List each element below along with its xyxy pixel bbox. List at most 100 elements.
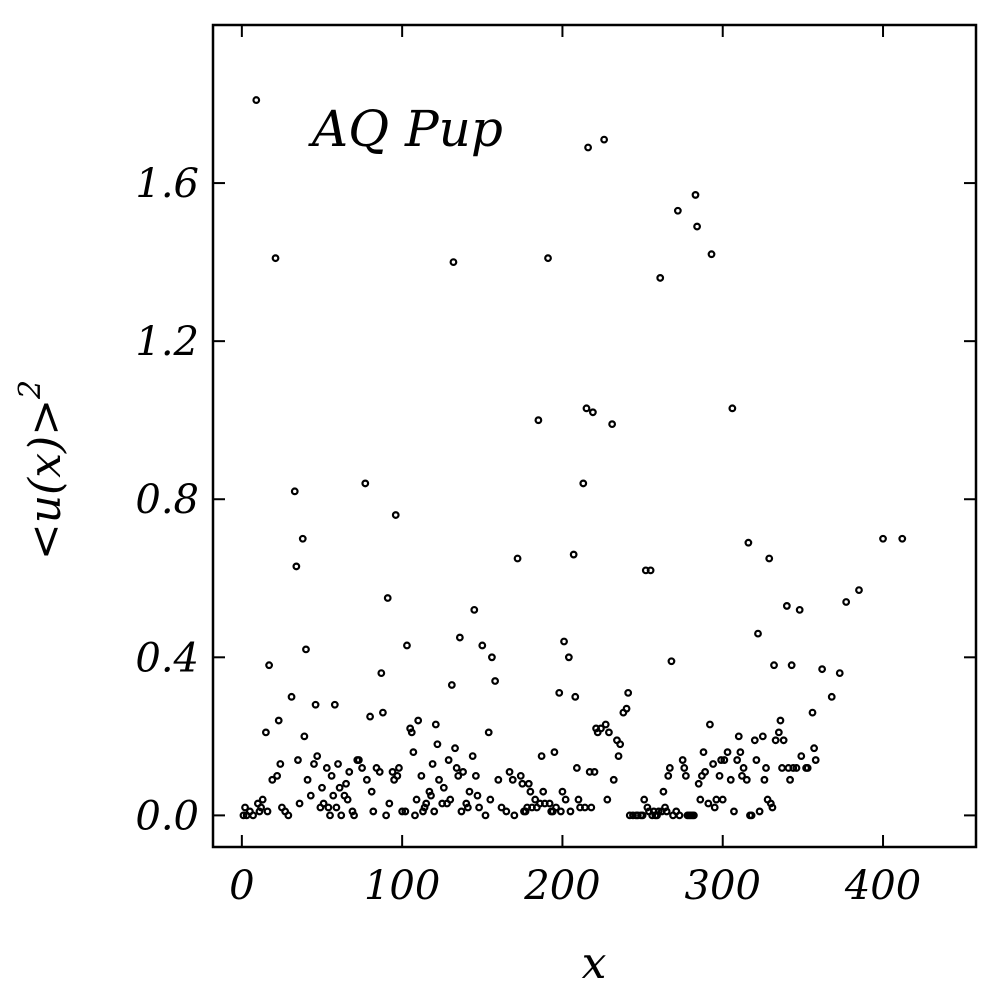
- data-point: [516, 771, 525, 780]
- data-point: [699, 748, 708, 757]
- data-point: [502, 807, 511, 816]
- data-point: [439, 783, 448, 792]
- data-point: [545, 799, 554, 808]
- data-point: [726, 775, 735, 784]
- data-point: [709, 760, 718, 768]
- data-point: [471, 771, 480, 780]
- data-point: [330, 700, 339, 709]
- data-point: [715, 771, 724, 780]
- data-point: [343, 795, 352, 804]
- y-axis-title-superscript: 2: [13, 380, 48, 400]
- data-point: [792, 764, 801, 772]
- data-point: [401, 807, 410, 816]
- data-point: [879, 534, 887, 543]
- data-point: [428, 760, 437, 768]
- data-point: [430, 807, 439, 816]
- data-point: [855, 586, 863, 595]
- data-point: [451, 744, 459, 753]
- data-point: [412, 795, 421, 804]
- data-point: [318, 783, 326, 792]
- data-point: [332, 803, 341, 812]
- data-point: [484, 728, 493, 737]
- data-point: [797, 752, 806, 761]
- y-axis-title: <u(x)>2: [13, 380, 71, 560]
- data-point: [268, 775, 277, 784]
- data-point: [571, 692, 580, 701]
- data-point: [710, 803, 719, 812]
- data-point: [414, 716, 423, 725]
- data-point: [771, 736, 780, 745]
- data-point: [776, 716, 785, 725]
- data-point: [754, 629, 762, 638]
- data-point: [587, 803, 596, 812]
- data-point: [319, 799, 328, 808]
- data-point: [334, 760, 342, 768]
- data-point: [422, 799, 431, 808]
- y-tick-label: 1.6: [135, 161, 199, 207]
- data-point: [782, 602, 791, 610]
- y-tick-label: 0.0: [135, 793, 199, 839]
- data-point: [311, 700, 320, 709]
- data-point: [720, 756, 729, 764]
- data-point: [393, 771, 402, 780]
- data-point: [544, 254, 552, 263]
- data-point: [564, 653, 573, 662]
- data-point: [694, 779, 703, 788]
- data-point: [608, 420, 617, 429]
- data-point: [263, 807, 272, 816]
- data-point: [457, 807, 466, 816]
- data-point: [747, 811, 756, 820]
- data-point: [395, 764, 403, 772]
- data-point: [329, 791, 338, 800]
- data-point: [481, 811, 490, 820]
- svg-text:<u(x)>2: <u(x)>2: [13, 380, 71, 560]
- data-point: [558, 787, 567, 796]
- data-point: [345, 768, 354, 776]
- data-point: [680, 764, 689, 772]
- data-point: [730, 807, 738, 816]
- data-point: [779, 736, 788, 745]
- data-point: [261, 728, 270, 737]
- data-point: [569, 550, 578, 559]
- data-point: [552, 803, 560, 812]
- data-point: [665, 764, 674, 772]
- data-point: [601, 720, 610, 729]
- data-point: [691, 191, 700, 199]
- data-point: [300, 732, 309, 741]
- data-point: [383, 594, 392, 602]
- data-point: [379, 708, 387, 717]
- data-point: [835, 669, 844, 678]
- data-point: [306, 791, 315, 800]
- y-tick-label: 1.2: [135, 319, 199, 365]
- data-point: [667, 657, 676, 666]
- data-point: [377, 669, 386, 678]
- data-point: [435, 775, 443, 784]
- data-point: [531, 795, 540, 804]
- data-point: [361, 479, 370, 488]
- data-point: [842, 598, 851, 606]
- data-point: [508, 775, 517, 784]
- data-point: [534, 416, 543, 425]
- data-point: [689, 811, 698, 820]
- data-point: [468, 752, 477, 761]
- data-point: [518, 779, 527, 788]
- data-point: [739, 764, 748, 772]
- data-point: [292, 562, 301, 571]
- data-point: [600, 135, 609, 144]
- data-point: [646, 566, 655, 575]
- data-point: [382, 811, 391, 820]
- data-point: [494, 775, 503, 784]
- chart-annotation: AQ Pup: [308, 100, 503, 158]
- data-point: [717, 756, 726, 764]
- data-point: [786, 775, 794, 784]
- data-point: [409, 748, 418, 757]
- data-point: [572, 764, 581, 772]
- data-point: [241, 803, 249, 812]
- data-point: [362, 775, 371, 784]
- data-point: [789, 764, 798, 772]
- data-point: [303, 775, 312, 784]
- data-point: [337, 811, 346, 820]
- data-point: [678, 756, 687, 764]
- data-point: [417, 771, 426, 780]
